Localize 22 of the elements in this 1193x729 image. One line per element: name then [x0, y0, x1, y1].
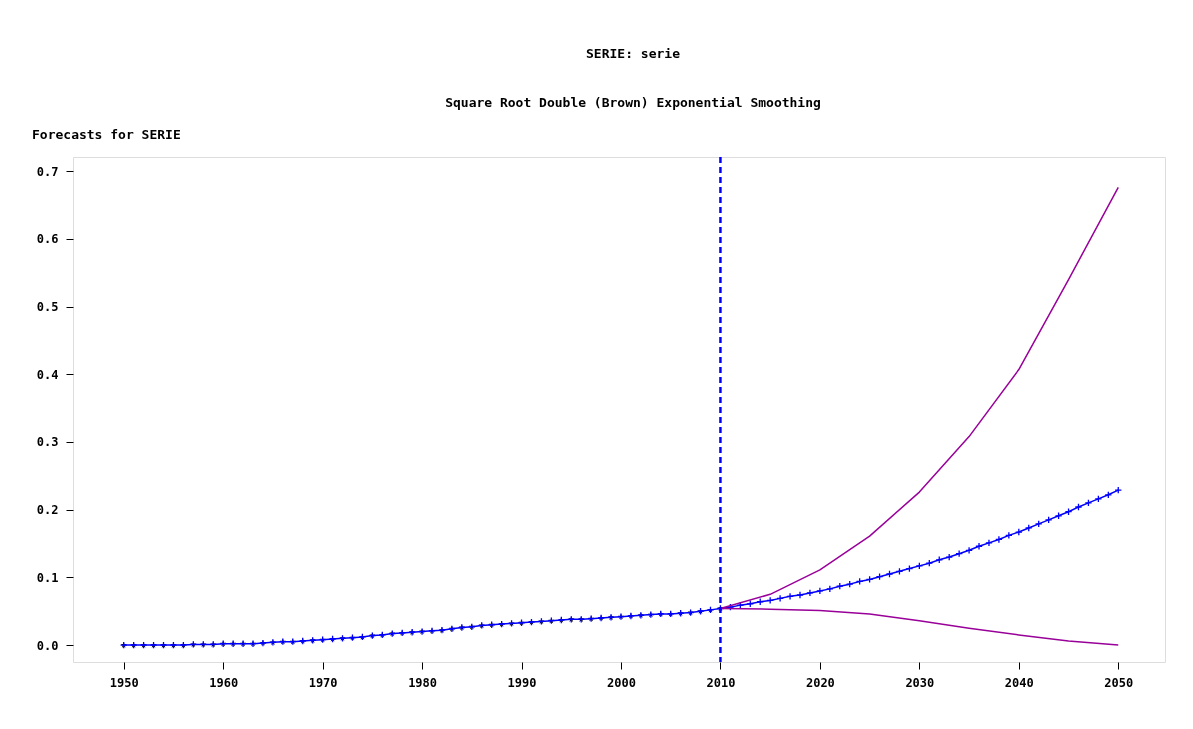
chart-subtitle: Square Root Double (Brown) Exponential Smoothing [445, 95, 821, 110]
x-tick-label: 1950 [109, 675, 139, 690]
x-tick-label: 2050 [1104, 675, 1134, 690]
x-tick-label: 2000 [607, 675, 636, 690]
y-tick-label: 0.1 [36, 570, 59, 585]
y-tick-label: 0.3 [36, 435, 59, 450]
x-tick-label: 1980 [408, 675, 438, 690]
y-axis-title: Forecasts for SERIE [32, 127, 181, 142]
x-tick-label: 2040 [1004, 675, 1034, 690]
x-tick-label: 2010 [706, 675, 736, 690]
y-tick-label: 0.2 [36, 503, 59, 518]
y-tick-label: 0.7 [36, 164, 59, 179]
x-tick-label: 2030 [905, 675, 935, 690]
x-tick-label: 1970 [308, 675, 338, 690]
y-tick-label: 0.5 [36, 300, 59, 315]
x-tick-label: 1960 [209, 675, 239, 690]
y-tick-label: 0.6 [36, 232, 59, 247]
y-tick-label: 0.0 [36, 638, 59, 653]
x-tick-label: 1990 [507, 675, 537, 690]
chart-title: SERIE: serie [586, 46, 681, 61]
x-tick-label: 2020 [805, 675, 835, 690]
y-tick-label: 0.4 [36, 367, 59, 382]
